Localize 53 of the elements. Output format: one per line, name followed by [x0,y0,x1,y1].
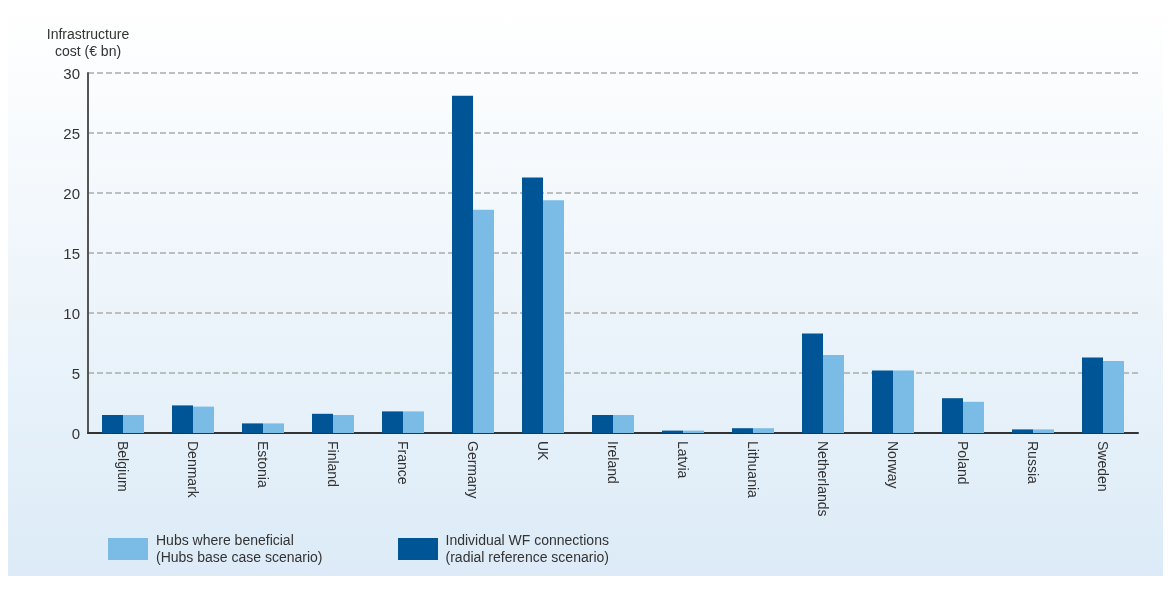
bar [333,415,354,433]
x-tick-label: Russia [1025,441,1041,485]
x-tick-label: Estonia [255,441,271,488]
x-tick-label: UK [535,441,551,462]
bar [872,370,893,433]
bar [172,405,193,433]
bar [802,333,823,433]
bar [452,95,473,433]
legend-label: Hubs where beneficial (Hubs base case scenario) [156,532,323,566]
y-tick-label: 25 [63,124,80,142]
bar [942,398,963,433]
x-tick-label: Finland [325,441,341,487]
y-tick-label: 30 [63,64,80,82]
bar [193,406,214,433]
y-tick-label: 15 [63,244,80,262]
bar [263,423,284,433]
x-tick-label: Poland [955,441,971,485]
bar [1082,357,1103,433]
x-tick-label: Belgium [115,441,131,492]
y-tick-label: 5 [71,364,80,382]
bar [382,411,403,433]
bar [543,200,564,433]
bar [473,209,494,433]
x-tick-label: Latvia [675,441,691,479]
y-axis-title: Infrastructure cost (€ bn) [46,25,130,59]
legend-label: Individual WF connections (radial reference scenario) [445,532,609,566]
bar [963,401,984,433]
bar [312,413,333,433]
bar [1103,361,1124,433]
bar [242,423,263,433]
x-tick-label: Ireland [605,441,621,484]
bar [732,428,753,433]
x-tick-label: Netherlands [815,441,831,517]
bar [613,415,634,433]
x-tick-label: France [395,441,411,485]
bar [753,428,774,433]
bar [592,415,613,433]
x-tick-label: Denmark [185,441,201,499]
bar [823,355,844,433]
bar [403,411,424,433]
x-tick-label: Lithuania [745,441,761,499]
bar [893,370,914,433]
bar [522,177,543,433]
bar [123,415,144,433]
bar [102,415,123,433]
bar [1033,429,1054,433]
x-tick-label: Sweden [1095,441,1111,492]
x-tick-label: Norway [885,441,901,489]
y-tick-label: 0 [71,424,80,442]
bar [1012,429,1033,433]
y-tick-label: 20 [63,184,80,202]
y-tick-label: 10 [63,304,80,322]
x-tick-label: Germany [465,441,481,499]
